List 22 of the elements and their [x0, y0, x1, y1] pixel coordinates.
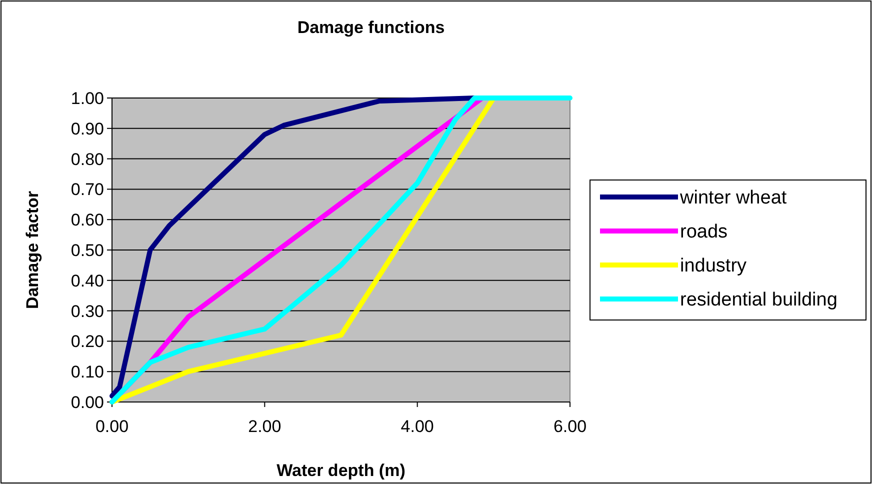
legend-label: winter wheat — [679, 188, 788, 209]
y-tick-label: 0.20 — [70, 332, 104, 352]
legend-label: roads — [680, 222, 728, 243]
y-tick-label: 0.90 — [70, 119, 104, 138]
legend-label: residential building — [680, 290, 838, 311]
legend-label: industry — [680, 256, 748, 277]
y-tick-label: 0.50 — [70, 240, 104, 260]
chart-title: Damage functions — [297, 18, 445, 37]
y-tick-label: 0.40 — [70, 271, 104, 290]
y-tick-label: 0.30 — [70, 302, 104, 321]
x-axis-title: Water depth (m) — [276, 461, 406, 480]
y-tick-label: 0.00 — [70, 392, 104, 412]
y-tick-label: 0.70 — [70, 180, 104, 200]
y-tick-label: 0.60 — [70, 210, 104, 230]
x-tick-label: 6.00 — [553, 417, 587, 436]
y-axis-title: Damage factor — [23, 190, 42, 310]
y-tick-label: 0.80 — [70, 150, 104, 169]
x-tick-label: 2.00 — [248, 417, 282, 436]
y-tick-label: 1.00 — [70, 88, 104, 108]
x-tick-label: 4.00 — [400, 417, 434, 436]
y-tick-label: 0.10 — [70, 362, 104, 382]
x-tick-label: 0.00 — [95, 417, 129, 436]
